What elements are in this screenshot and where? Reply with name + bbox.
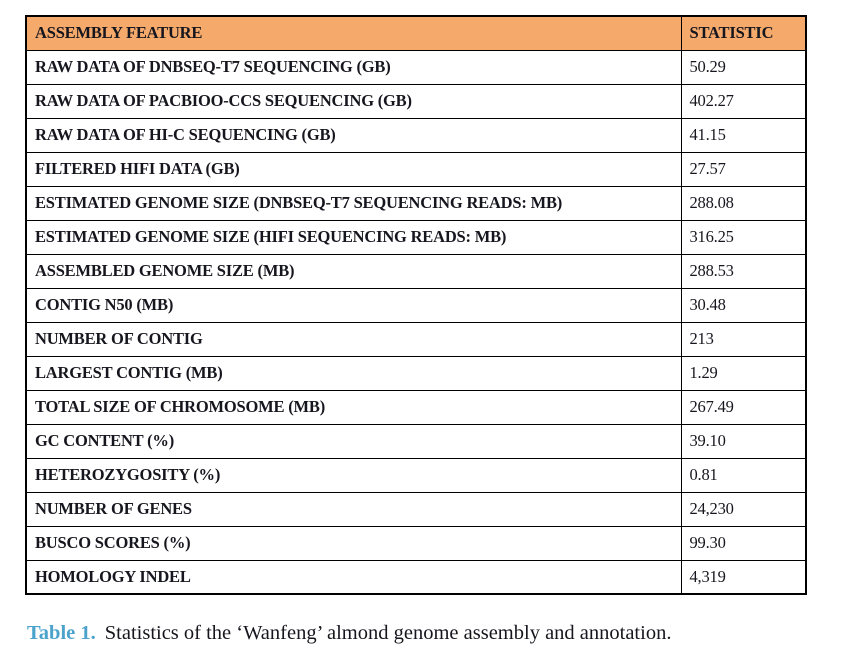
feature-cell: HETEROZYGOSITY (%) (25, 457, 682, 493)
table-row: RAW DATA OF HI-C SEQUENCING (GB) 41.15 (25, 117, 807, 153)
statistic-cell: 213 (680, 321, 807, 357)
statistic-cell: 99.30 (680, 525, 807, 561)
statistic-cell: 4,319 (680, 559, 807, 595)
statistic-cell: 30.48 (680, 287, 807, 323)
table-row: HETEROZYGOSITY (%) 0.81 (25, 457, 807, 493)
table-row: TOTAL SIZE OF CHROMOSOME (MB) 267.49 (25, 389, 807, 425)
feature-cell: RAW DATA OF DNBSEQ-T7 SEQUENCING (GB) (25, 49, 682, 85)
table-row: RAW DATA OF DNBSEQ-T7 SEQUENCING (GB) 50… (25, 49, 807, 85)
table-row: GC CONTENT (%) 39.10 (25, 423, 807, 459)
table-row: CONTIG N50 (MB) 30.48 (25, 287, 807, 323)
table-body: RAW DATA OF DNBSEQ-T7 SEQUENCING (GB) 50… (25, 49, 807, 595)
feature-cell: ESTIMATED GENOME SIZE (HIFI SEQUENCING R… (25, 219, 682, 255)
feature-cell: HOMOLOGY INDEL (25, 559, 682, 595)
table-row: ASSEMBLED GENOME SIZE (MB) 288.53 (25, 253, 807, 289)
table-header-row: ASSEMBLY FEATURE STATISTIC (25, 15, 807, 51)
feature-cell: BUSCO SCORES (%) (25, 525, 682, 561)
statistic-cell: 316.25 (680, 219, 807, 255)
feature-cell: ASSEMBLED GENOME SIZE (MB) (25, 253, 682, 289)
feature-cell: CONTIG N50 (MB) (25, 287, 682, 323)
feature-cell: GC CONTENT (%) (25, 423, 682, 459)
assembly-stats-table: ASSEMBLY FEATURE STATISTIC RAW DATA OF D… (25, 15, 807, 595)
statistic-cell: 50.29 (680, 49, 807, 85)
feature-cell: TOTAL SIZE OF CHROMOSOME (MB) (25, 389, 682, 425)
table-caption: Table 1. Statistics of the ‘Wanfeng’ almo… (27, 621, 805, 647)
table-row: ESTIMATED GENOME SIZE (DNBSEQ-T7 SEQUENC… (25, 185, 807, 221)
table-caption-label: Table 1. (27, 622, 96, 644)
table-row: FILTERED HIFI DATA (GB) 27.57 (25, 151, 807, 187)
statistic-cell: 288.53 (680, 253, 807, 289)
table-row: RAW DATA OF PACBIOO-CCS SEQUENCING (GB) … (25, 83, 807, 119)
feature-cell: NUMBER OF CONTIG (25, 321, 682, 357)
feature-cell: FILTERED HIFI DATA (GB) (25, 151, 682, 187)
statistic-cell: 0.81 (680, 457, 807, 493)
table-row: NUMBER OF GENES 24,230 (25, 491, 807, 527)
table-row: NUMBER OF CONTIG 213 (25, 321, 807, 357)
table-caption-text: Statistics of the ‘Wanfeng’ almond genom… (104, 622, 672, 644)
table-row: ESTIMATED GENOME SIZE (HIFI SEQUENCING R… (25, 219, 807, 255)
feature-cell: ESTIMATED GENOME SIZE (DNBSEQ-T7 SEQUENC… (25, 185, 682, 221)
statistic-cell: 288.08 (680, 185, 807, 221)
feature-cell: LARGEST CONTIG (MB) (25, 355, 682, 391)
statistic-cell: 267.49 (680, 389, 807, 425)
feature-cell: NUMBER OF GENES (25, 491, 682, 527)
column-header-assembly-feature: ASSEMBLY FEATURE (25, 15, 682, 51)
feature-cell: RAW DATA OF HI-C SEQUENCING (GB) (25, 117, 682, 153)
table-row: HOMOLOGY INDEL 4,319 (25, 559, 807, 595)
statistic-cell: 1.29 (680, 355, 807, 391)
column-header-statistic: STATISTIC (680, 15, 807, 51)
statistic-cell: 27.57 (680, 151, 807, 187)
statistic-cell: 24,230 (680, 491, 807, 527)
statistic-cell: 402.27 (680, 83, 807, 119)
statistic-cell: 41.15 (680, 117, 807, 153)
table-row: LARGEST CONTIG (MB) 1.29 (25, 355, 807, 391)
feature-cell: RAW DATA OF PACBIOO-CCS SEQUENCING (GB) (25, 83, 682, 119)
statistic-cell: 39.10 (680, 423, 807, 459)
table-row: BUSCO SCORES (%) 99.30 (25, 525, 807, 561)
